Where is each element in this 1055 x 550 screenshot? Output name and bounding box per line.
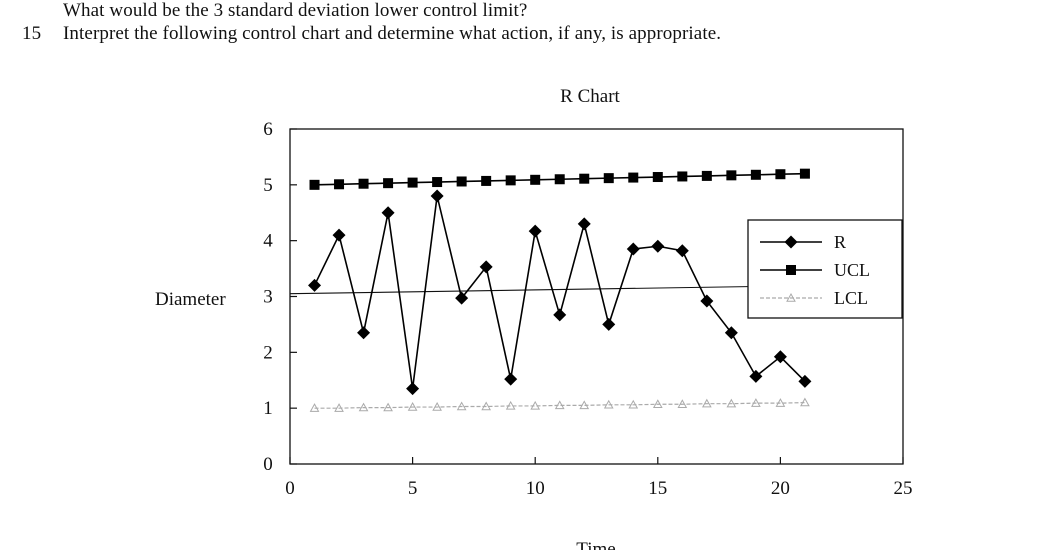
r-point (773, 350, 787, 364)
lcl-point (800, 397, 810, 407)
x-tick-label: 0 (285, 478, 295, 499)
r-point (749, 369, 763, 383)
legend-label-lcl: LCL (834, 288, 868, 308)
y-axis-label: Diameter (155, 289, 226, 310)
ucl-point (799, 168, 810, 179)
r-point (455, 291, 469, 305)
lcl-point (652, 399, 663, 408)
r-point (602, 317, 616, 331)
r-point (479, 260, 493, 274)
r-point (308, 278, 322, 292)
x-axis-label: Time (576, 539, 615, 550)
ucl-point (383, 178, 394, 189)
r-point (430, 189, 444, 203)
lcl-point (603, 399, 614, 409)
r-point (406, 382, 420, 396)
lcl-point (383, 402, 393, 412)
ucl-point (726, 170, 737, 181)
ucl-point (554, 174, 565, 185)
y-tick-label: 4 (263, 231, 273, 252)
axis-layer: 0 1 2 3 4 5 6 0 5 10 15 20 25 (263, 119, 912, 499)
r-point (626, 242, 640, 256)
lcl-point (407, 402, 418, 411)
ucl-point (775, 169, 786, 180)
lcl-point (334, 403, 344, 412)
ucl-point (628, 172, 639, 183)
r-point (700, 294, 714, 308)
legend-label-r: R (834, 232, 846, 252)
lcl-point (481, 401, 492, 411)
question-previous-text: What would be the 3 standard deviation l… (63, 0, 528, 21)
ucl-point (750, 169, 761, 180)
series-layer (308, 168, 812, 412)
lcl-point (358, 402, 369, 412)
question-text: Interpret the following control chart an… (63, 23, 722, 44)
r-point (504, 372, 518, 386)
lcl-point (505, 400, 516, 410)
r-point (651, 239, 665, 253)
lcl-point (554, 400, 565, 410)
x-tick-label: 10 (526, 478, 545, 499)
lcl-point (751, 398, 761, 407)
lcl-point (701, 398, 712, 408)
r-point (675, 244, 689, 258)
lcl-point (456, 401, 467, 411)
lcl-point (677, 399, 688, 408)
r-point (528, 224, 542, 238)
x-tick-label: 20 (771, 478, 790, 499)
x-tick-label: 15 (648, 478, 667, 499)
lcl-point (432, 402, 442, 411)
lcl-point (726, 398, 737, 408)
r-point (381, 206, 395, 220)
y-tick-label: 6 (263, 119, 273, 140)
ucl-point (701, 170, 712, 181)
lcl-point (530, 400, 541, 410)
legend-marker-r (784, 235, 798, 249)
r-point (577, 217, 591, 231)
r-point (332, 228, 346, 242)
legend-marker-lcl (786, 292, 796, 302)
y-tick-label: 2 (263, 342, 273, 363)
ucl-point (309, 179, 320, 190)
ucl-point (456, 176, 467, 187)
ucl-point (530, 174, 541, 185)
lcl-point (579, 400, 590, 410)
r-point (357, 326, 371, 340)
legend: R UCL LCL (747, 219, 903, 319)
r-point (724, 326, 738, 340)
y-tick-label: 5 (263, 175, 273, 196)
x-tick-label: 25 (894, 478, 913, 499)
ucl-point (358, 178, 369, 189)
ucl-point (432, 177, 443, 188)
r-point (798, 374, 812, 388)
lcl-point (628, 399, 639, 409)
y-tick-label: 1 (263, 398, 273, 419)
legend-marker-ucl (786, 265, 796, 275)
ucl-point (334, 179, 345, 190)
chart-title: R Chart (560, 86, 620, 107)
legend-label-ucl: UCL (834, 260, 870, 280)
ucl-point (481, 175, 492, 186)
y-tick-label: 0 (263, 454, 273, 475)
y-tick-label: 3 (263, 287, 273, 308)
ucl-point (652, 172, 663, 183)
ucl-point (579, 173, 590, 184)
ucl-point (677, 171, 688, 182)
ucl-point (505, 175, 516, 186)
x-tick-label: 5 (408, 478, 418, 499)
ucl-point (407, 177, 418, 188)
r-point (553, 308, 567, 322)
legend-box (747, 219, 903, 319)
lcl-point (309, 403, 320, 412)
lcl-series-line (314, 401, 805, 409)
ucl-point (603, 173, 614, 184)
question-number: 15 (22, 23, 42, 44)
lcl-point (775, 398, 786, 407)
